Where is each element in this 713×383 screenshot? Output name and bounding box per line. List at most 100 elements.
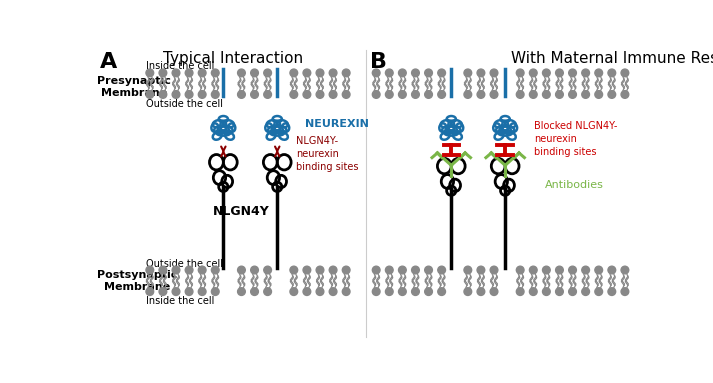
Circle shape [372,288,380,295]
Circle shape [251,69,258,77]
Circle shape [582,288,590,295]
Circle shape [237,69,245,77]
Circle shape [464,69,472,77]
Circle shape [621,91,629,98]
Circle shape [251,266,258,274]
Circle shape [477,91,485,98]
Circle shape [159,288,167,295]
Circle shape [264,69,272,77]
Circle shape [543,266,550,274]
Text: Inside the cell: Inside the cell [146,61,215,71]
Circle shape [438,91,446,98]
Circle shape [251,288,258,295]
Text: Presynaptic
Membrane: Presynaptic Membrane [97,76,171,98]
Circle shape [530,288,537,295]
Circle shape [198,266,206,274]
Circle shape [490,266,498,274]
Circle shape [530,266,537,274]
Circle shape [490,288,498,295]
Circle shape [290,91,297,98]
Circle shape [438,69,446,77]
Circle shape [399,288,406,295]
Circle shape [316,69,324,77]
Circle shape [264,266,272,274]
Circle shape [212,69,219,77]
Circle shape [290,266,297,274]
Circle shape [411,288,419,295]
Circle shape [342,266,350,274]
Circle shape [569,266,576,274]
Circle shape [490,69,498,77]
Circle shape [303,266,311,274]
Circle shape [185,69,193,77]
Circle shape [212,91,219,98]
Circle shape [237,288,245,295]
Circle shape [290,69,297,77]
Circle shape [477,288,485,295]
Text: Outside the cell: Outside the cell [146,100,223,110]
Text: Inside the cell: Inside the cell [146,296,215,306]
Circle shape [198,288,206,295]
Circle shape [608,266,615,274]
Circle shape [477,69,485,77]
Circle shape [172,69,180,77]
Circle shape [569,288,576,295]
Circle shape [516,91,524,98]
Circle shape [185,288,193,295]
Text: Postsynaptic
Membrane: Postsynaptic Membrane [97,270,178,291]
Circle shape [555,266,563,274]
Text: B: B [369,52,386,72]
Circle shape [425,69,432,77]
Text: NLGN4Y: NLGN4Y [212,205,270,218]
Text: With Maternal Immune Response: With Maternal Immune Response [511,51,713,66]
Circle shape [621,266,629,274]
Circle shape [212,266,219,274]
Circle shape [608,288,615,295]
Circle shape [555,91,563,98]
Circle shape [303,69,311,77]
Circle shape [316,266,324,274]
Circle shape [237,91,245,98]
Circle shape [595,91,602,98]
Circle shape [543,69,550,77]
Circle shape [608,91,615,98]
Circle shape [464,91,472,98]
Text: NLGN4Y-
neurexin
binding sites: NLGN4Y- neurexin binding sites [297,136,359,172]
Circle shape [516,69,524,77]
Circle shape [464,288,472,295]
Circle shape [251,91,258,98]
Circle shape [477,266,485,274]
Circle shape [212,288,219,295]
Circle shape [438,288,446,295]
Circle shape [399,91,406,98]
Circle shape [316,91,324,98]
Circle shape [372,91,380,98]
Circle shape [185,91,193,98]
Circle shape [146,266,154,274]
Circle shape [425,288,432,295]
Circle shape [329,266,337,274]
Circle shape [159,91,167,98]
Circle shape [329,288,337,295]
Circle shape [411,266,419,274]
Circle shape [146,91,154,98]
Text: Antibodies: Antibodies [545,180,604,190]
Circle shape [399,69,406,77]
Circle shape [159,266,167,274]
Circle shape [264,288,272,295]
Circle shape [316,288,324,295]
Circle shape [490,91,498,98]
Circle shape [342,69,350,77]
Circle shape [386,91,393,98]
Text: Typical Interaction: Typical Interaction [163,51,304,66]
Circle shape [569,91,576,98]
Circle shape [198,91,206,98]
Circle shape [172,288,180,295]
Circle shape [386,266,393,274]
Circle shape [329,91,337,98]
Circle shape [290,288,297,295]
Circle shape [237,266,245,274]
Circle shape [569,69,576,77]
Text: Blocked NLGN4Y-
neurexin
binding sites: Blocked NLGN4Y- neurexin binding sites [533,121,617,157]
Circle shape [303,91,311,98]
